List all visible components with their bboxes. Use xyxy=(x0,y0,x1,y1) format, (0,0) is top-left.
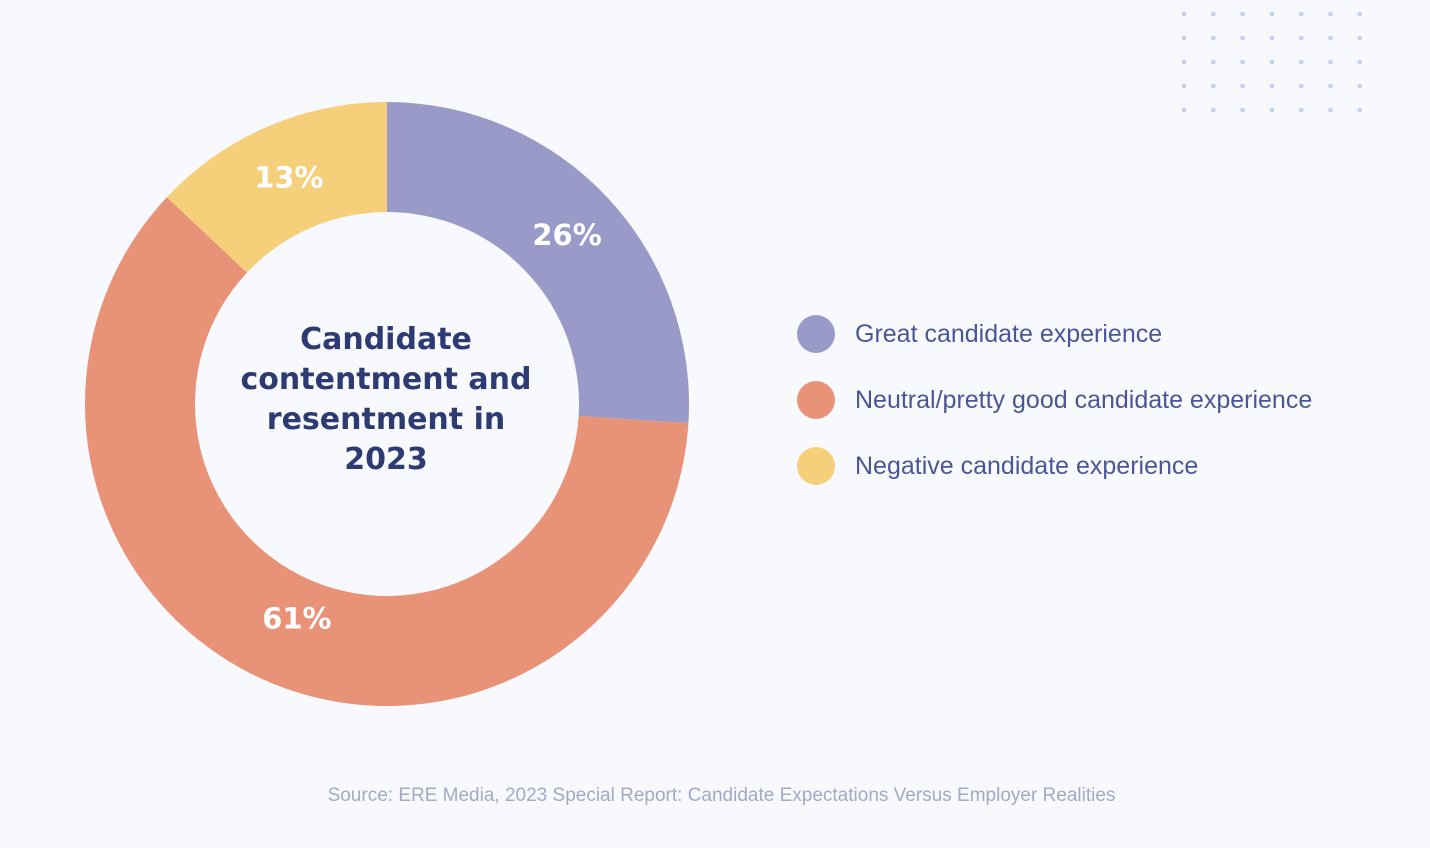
legend: Great candidate experience Neutral/prett… xyxy=(797,312,1397,510)
slice-neutral xyxy=(84,197,689,706)
pattern-dot xyxy=(1298,11,1304,17)
pattern-dot xyxy=(1298,59,1304,65)
legend-label: Great candidate experience xyxy=(855,319,1163,348)
legend-item-negative: Negative candidate experience xyxy=(797,444,1397,488)
pattern-dot xyxy=(1298,107,1304,113)
pattern-dot xyxy=(1357,107,1363,113)
pattern-dot xyxy=(1328,35,1333,41)
pattern-dot xyxy=(1210,35,1216,41)
pattern-dot xyxy=(1240,11,1245,17)
pattern-dot xyxy=(1210,107,1216,113)
pattern-dot xyxy=(1298,83,1304,89)
pattern-dot xyxy=(1269,83,1275,89)
pattern-dot xyxy=(1298,35,1304,41)
legend-swatch-great xyxy=(797,315,835,353)
pattern-dot xyxy=(1240,35,1245,41)
pattern-dot xyxy=(1269,107,1275,113)
pattern-dot xyxy=(1357,35,1363,41)
slice-negative xyxy=(166,102,387,273)
source-note: Source: ERE Media, 2023 Special Report: … xyxy=(327,785,1116,806)
pattern-dot xyxy=(1328,59,1333,65)
pattern-dot xyxy=(1269,11,1275,17)
data-label: 13% xyxy=(254,160,323,194)
pattern-dot xyxy=(1181,107,1187,113)
chart-title: Candidate contentment and resentment in … xyxy=(200,320,572,480)
legend-label: Negative candidate experience xyxy=(855,451,1199,480)
pattern-dot xyxy=(1357,59,1363,65)
legend-swatch-neutral xyxy=(797,381,835,419)
chart-title-line: Candidate xyxy=(300,322,472,357)
decorative-dot-pattern xyxy=(1181,11,1363,113)
pattern-dot xyxy=(1240,59,1245,65)
data-label: 61% xyxy=(262,602,331,636)
pattern-dot xyxy=(1269,59,1275,65)
chart-title-line: 2023 xyxy=(344,442,428,477)
pattern-dot xyxy=(1357,83,1363,89)
legend-item-great: Great candidate experience xyxy=(797,312,1397,356)
pattern-dot xyxy=(1357,11,1363,17)
donut-chart: 26% 61% 13% xyxy=(84,102,689,706)
pattern-dot xyxy=(1328,107,1333,113)
data-label: 26% xyxy=(532,218,601,252)
slice-great xyxy=(387,102,689,423)
pattern-dot xyxy=(1181,11,1187,17)
legend-swatch-negative xyxy=(797,447,835,485)
legend-label: Neutral/pretty good candidate experience xyxy=(855,385,1313,414)
pattern-dot xyxy=(1210,11,1216,17)
chart-title-line: contentment and xyxy=(240,362,532,397)
pattern-dot xyxy=(1181,59,1187,65)
pattern-dot xyxy=(1181,35,1187,41)
pattern-dot xyxy=(1240,83,1245,89)
pattern-dot xyxy=(1210,83,1216,89)
pattern-dot xyxy=(1328,11,1333,17)
pattern-dot xyxy=(1269,35,1275,41)
pattern-dot xyxy=(1328,83,1333,89)
pattern-dot xyxy=(1240,107,1245,113)
chart-title-line: resentment in xyxy=(266,402,506,437)
legend-item-neutral: Neutral/pretty good candidate experience xyxy=(797,378,1397,422)
pattern-dot xyxy=(1181,83,1187,89)
pattern-dot xyxy=(1210,59,1216,65)
